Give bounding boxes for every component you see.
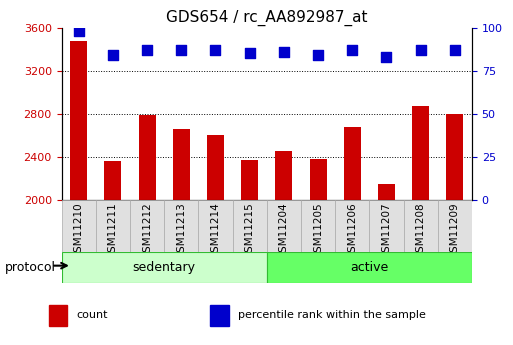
Bar (412, 106, 429, 200)
Bar (446, 114, 463, 200)
Bar (70, 41, 87, 200)
Point (246, 51, 254, 56)
FancyBboxPatch shape (267, 200, 301, 252)
FancyBboxPatch shape (404, 200, 438, 252)
Text: GSM11214: GSM11214 (210, 203, 221, 259)
Text: protocol: protocol (5, 261, 56, 274)
Text: GSM11206: GSM11206 (347, 203, 357, 259)
Bar (139, 115, 155, 200)
FancyBboxPatch shape (62, 200, 96, 252)
Bar (309, 159, 327, 200)
Bar (275, 150, 292, 200)
Point (143, 47, 151, 53)
Point (348, 47, 357, 53)
Text: GSM11204: GSM11204 (279, 203, 289, 259)
Text: GSM11215: GSM11215 (245, 203, 254, 259)
Text: GSM11213: GSM11213 (176, 203, 186, 259)
FancyBboxPatch shape (267, 252, 472, 283)
Bar (104, 161, 122, 200)
FancyBboxPatch shape (164, 200, 199, 252)
Text: GSM11211: GSM11211 (108, 203, 118, 259)
FancyBboxPatch shape (369, 200, 404, 252)
Point (382, 54, 390, 60)
FancyBboxPatch shape (438, 200, 472, 252)
Text: GSM11210: GSM11210 (74, 203, 84, 259)
FancyBboxPatch shape (62, 252, 267, 283)
Point (177, 47, 185, 53)
Bar (344, 127, 361, 200)
Text: GSM11209: GSM11209 (450, 203, 460, 259)
Bar (49, 305, 67, 326)
Bar (241, 160, 258, 200)
Text: percentile rank within the sample: percentile rank within the sample (238, 310, 426, 320)
Bar (207, 136, 224, 200)
Bar (378, 184, 395, 200)
Point (314, 52, 322, 58)
Text: GSM11208: GSM11208 (416, 203, 426, 259)
Bar (173, 129, 190, 200)
FancyBboxPatch shape (335, 200, 369, 252)
Point (74, 28, 83, 34)
Text: GSM11205: GSM11205 (313, 203, 323, 259)
FancyBboxPatch shape (96, 200, 130, 252)
Point (109, 52, 117, 58)
Text: active: active (350, 261, 388, 274)
Point (280, 49, 288, 55)
Text: GSM11207: GSM11207 (382, 203, 391, 259)
Point (417, 47, 425, 53)
FancyBboxPatch shape (130, 200, 164, 252)
Point (211, 47, 220, 53)
FancyBboxPatch shape (199, 200, 232, 252)
Title: GDS654 / rc_AA892987_at: GDS654 / rc_AA892987_at (166, 10, 367, 26)
Point (451, 47, 459, 53)
Bar (210, 305, 229, 326)
Text: sedentary: sedentary (133, 261, 195, 274)
Text: count: count (76, 310, 108, 320)
Text: GSM11212: GSM11212 (142, 203, 152, 259)
FancyBboxPatch shape (232, 200, 267, 252)
FancyBboxPatch shape (301, 200, 335, 252)
